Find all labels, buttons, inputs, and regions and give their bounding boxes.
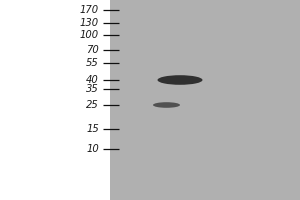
Text: 25: 25	[86, 100, 99, 110]
Text: 10: 10	[86, 144, 99, 154]
Text: 55: 55	[86, 58, 99, 68]
Text: 130: 130	[80, 18, 99, 28]
Text: 40: 40	[86, 75, 99, 85]
Ellipse shape	[158, 75, 202, 85]
Bar	[110, 0, 300, 200]
Text: 35: 35	[86, 84, 99, 94]
Text: 70: 70	[86, 45, 99, 55]
Text: 170: 170	[80, 5, 99, 15]
Ellipse shape	[153, 102, 180, 108]
Text: 100: 100	[80, 30, 99, 40]
Text: 15: 15	[86, 124, 99, 134]
